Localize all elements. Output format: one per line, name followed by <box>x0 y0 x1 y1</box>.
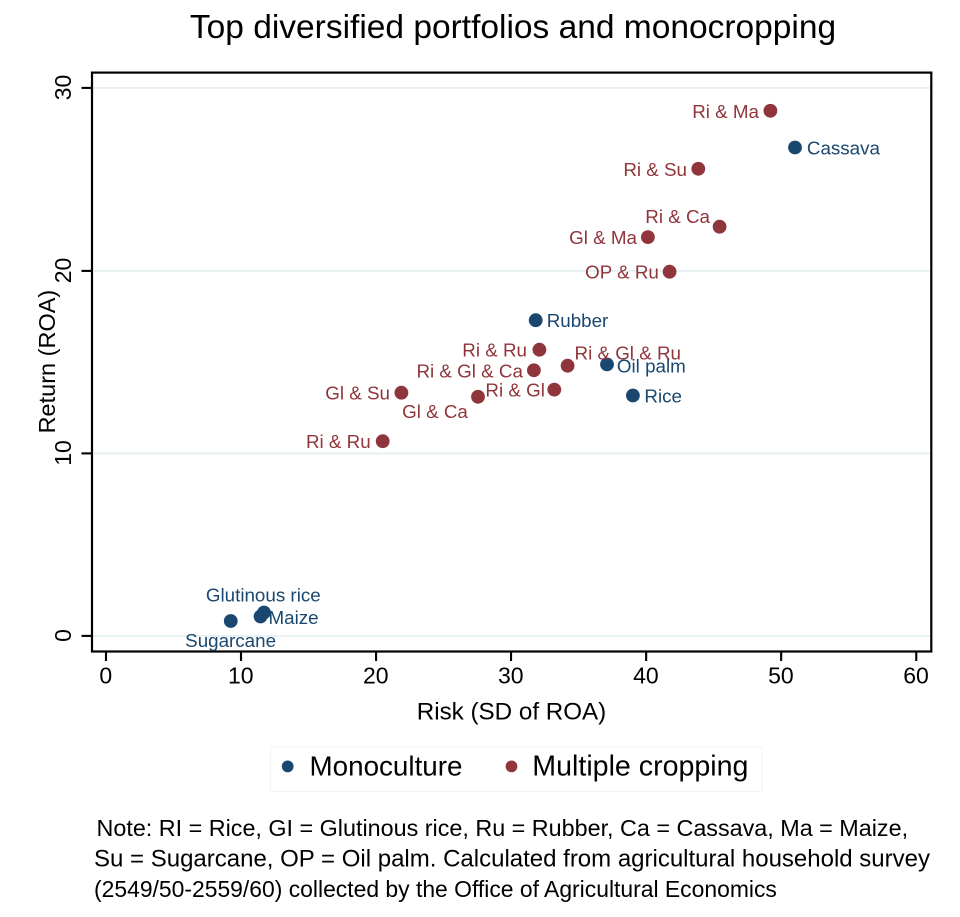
svg-text:(2549/50-2559/60) collected by: (2549/50-2559/60) collected by the Offic… <box>94 876 777 902</box>
svg-text:Monoculture: Monoculture <box>310 751 463 782</box>
svg-text:10: 10 <box>50 440 76 466</box>
svg-text:OP & Ru: OP & Ru <box>585 261 659 282</box>
svg-text:30: 30 <box>50 75 76 101</box>
svg-text:0: 0 <box>50 629 76 642</box>
svg-text:Risk (SD of ROA): Risk (SD of ROA) <box>417 698 607 725</box>
svg-text:Oil palm: Oil palm <box>617 356 686 377</box>
svg-text:Ri & Su: Ri & Su <box>623 159 687 180</box>
svg-text:20: 20 <box>50 258 76 284</box>
svg-text:Su = Sugarcane, OP = Oil palm.: Su = Sugarcane, OP = Oil palm. Calculate… <box>94 845 930 872</box>
svg-text:Return (ROA): Return (ROA) <box>34 290 60 434</box>
svg-text:0: 0 <box>99 663 112 689</box>
svg-text:60: 60 <box>903 663 929 689</box>
svg-text:Rice: Rice <box>644 386 682 407</box>
svg-text:Gl & Ca: Gl & Ca <box>402 401 468 422</box>
svg-text:Ri & Ru: Ri & Ru <box>306 431 371 452</box>
svg-text:Maize: Maize <box>269 607 319 628</box>
svg-text:50: 50 <box>768 663 794 689</box>
svg-text:Note: RI = Rice, GI = Glutinou: Note: RI = Rice, GI = Glutinous rice, Ru… <box>97 815 909 841</box>
svg-text:Ri & Gl & Ca: Ri & Gl & Ca <box>416 360 523 381</box>
svg-text:Ri & Ru: Ri & Ru <box>462 340 527 361</box>
svg-text:Multiple cropping: Multiple cropping <box>532 751 748 783</box>
svg-text:Top diversified portfolios and: Top diversified portfolios and monocropp… <box>190 9 836 46</box>
svg-text:Cassava: Cassava <box>807 138 881 159</box>
svg-text:Sugarcane: Sugarcane <box>185 630 276 651</box>
svg-text:Gl & Su: Gl & Su <box>325 383 390 404</box>
svg-text:40: 40 <box>633 663 659 689</box>
svg-text:Glutinous rice: Glutinous rice <box>206 585 321 606</box>
svg-text:Ri & Ma: Ri & Ma <box>692 101 759 122</box>
svg-text:Rubber: Rubber <box>547 310 609 331</box>
svg-text:Ri & Gl: Ri & Gl <box>485 380 544 401</box>
svg-text:Gl & Ma: Gl & Ma <box>569 227 637 248</box>
svg-text:30: 30 <box>498 663 524 689</box>
svg-text:20: 20 <box>363 663 389 689</box>
svg-text:Ri & Ca: Ri & Ca <box>645 206 710 227</box>
svg-text:Ri & Gl & Ru: Ri & Gl & Ru <box>575 343 681 364</box>
svg-text:10: 10 <box>228 663 254 689</box>
